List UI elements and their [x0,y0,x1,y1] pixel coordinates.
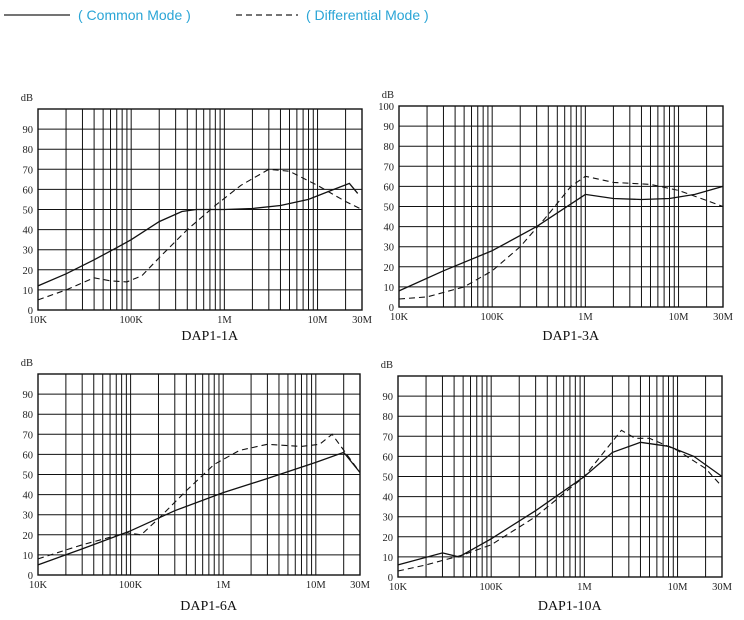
x-tick-label: 10M [668,582,689,593]
y-tick-label: 90 [23,125,34,136]
y-tick-label: 10 [383,553,394,564]
chart-title: DAP1-1A [181,329,239,344]
y-tick-label: 80 [23,410,34,421]
y-tick-label: 70 [383,432,394,443]
legend: ( Common Mode ) ( Differential Mode ) [4,7,429,23]
x-tick-label: 10M [308,315,329,326]
y-tick-label: 70 [23,165,34,176]
x-tick-label: 30M [712,582,733,593]
chart-dap1-6a: 0 10 20 30 40 50 60 70 80 90 dB 10K 100K 1M 10M 30M DAP1… [21,358,371,614]
y-tick-label: 90 [23,390,34,401]
y-tick-label: 50 [383,473,394,484]
y-tick-label: 100 [378,102,394,113]
chart-panel-2: 0 10 20 30 40 50 60 70 80 90 100 dB 10K 100K 1M 10M 30M D… [362,90,742,345]
x-tick-label: 1M [577,582,592,593]
series-differential-mode-line [37,433,361,560]
series-differential-mode-line [37,168,363,301]
y-tick-label: 40 [384,223,395,234]
y-tick-label: 0 [388,573,393,584]
y-tick-label: 50 [23,471,34,482]
x-tick-label: 10K [390,312,409,323]
series-common-mode-line [37,182,359,287]
legend-differential-label: ( Differential Mode ) [306,7,429,23]
y-tick-label: 30 [383,513,394,524]
plot-frame [37,373,361,576]
y-tick-label: 40 [23,491,34,502]
x-tick-label: 30M [352,315,373,326]
y-tick-label: 0 [389,303,394,314]
y-axis-label: dB [21,93,33,104]
y-tick-label: 20 [23,266,34,277]
y-tick-label: 30 [23,246,34,257]
y-tick-label: 10 [23,286,34,297]
y-tick-label: 90 [384,122,395,133]
chart-title: DAP1-3A [542,329,600,344]
x-tick-label: 100K [480,582,504,593]
y-tick-label: 20 [23,531,34,542]
x-tick-label: 10M [669,312,690,323]
chart-title: DAP1-6A [180,599,238,614]
y-tick-label: 0 [28,571,33,582]
x-tick-label: 100K [481,312,505,323]
chart-dap1-10a: 0 10 20 30 40 50 60 70 80 90 dB 10K 100K 1M 10M 30M DAP1… [381,360,733,614]
y-tick-label: 40 [23,226,34,237]
x-tick-label: 100K [119,580,143,591]
y-tick-label: 80 [23,145,34,156]
chart-title: DAP1-10A [538,599,603,614]
plot-frame [37,108,363,311]
y-tick-label: 80 [384,142,395,153]
y-tick-label: 10 [384,283,395,294]
y-tick-label: 60 [23,450,34,461]
y-tick-label: 80 [383,412,394,423]
y-tick-label: 50 [23,206,34,217]
x-tick-label: 10K [389,582,408,593]
y-tick-label: 60 [384,182,395,193]
y-tick-label: 30 [23,511,34,522]
y-tick-label: 40 [383,493,394,504]
x-tick-label: 1M [217,315,232,326]
chart-dap1-1a: 0 10 20 30 40 50 60 70 80 90 dB 10K 100K 1M 10M 30M DAP1… [21,93,373,344]
chart-panel-4: 0 10 20 30 40 50 60 70 80 90 dB 10K 100K 1M 10M 30M DAP1… [362,360,742,615]
y-axis-label: dB [21,358,33,369]
series-common-mode-line [398,185,724,292]
series-differential-mode-line [398,175,724,300]
x-tick-label: 1M [578,312,593,323]
y-tick-label: 50 [384,203,395,214]
series-differential-mode-line [397,429,723,572]
y-tick-label: 20 [383,533,394,544]
x-tick-label: 1M [216,580,231,591]
y-axis-label: dB [382,90,394,101]
x-tick-label: 30M [713,312,734,323]
y-tick-label: 90 [383,392,394,403]
y-tick-label: 30 [384,243,395,254]
chart-panel-1: 0 10 20 30 40 50 60 70 80 90 dB 10K 100K 1M 10M 30M DAP1… [0,93,380,345]
y-tick-label: 60 [383,452,394,463]
x-tick-label: 10K [29,580,48,591]
y-tick-label: 70 [384,162,395,173]
y-tick-label: 0 [28,306,33,317]
y-axis-label: dB [381,360,393,371]
y-tick-label: 60 [23,185,34,196]
y-tick-label: 20 [384,263,395,274]
y-tick-label: 10 [23,551,34,562]
x-tick-label: 10M [306,580,327,591]
x-tick-label: 100K [120,315,144,326]
legend-common-label: ( Common Mode ) [78,7,191,23]
chart-panel-3: 0 10 20 30 40 50 60 70 80 90 dB 10K 100K 1M 10M 30M DAP1… [0,358,380,615]
x-tick-label: 10K [29,315,48,326]
series-common-mode-line [37,451,361,566]
y-tick-label: 70 [23,430,34,441]
x-tick-label: 30M [350,580,371,591]
